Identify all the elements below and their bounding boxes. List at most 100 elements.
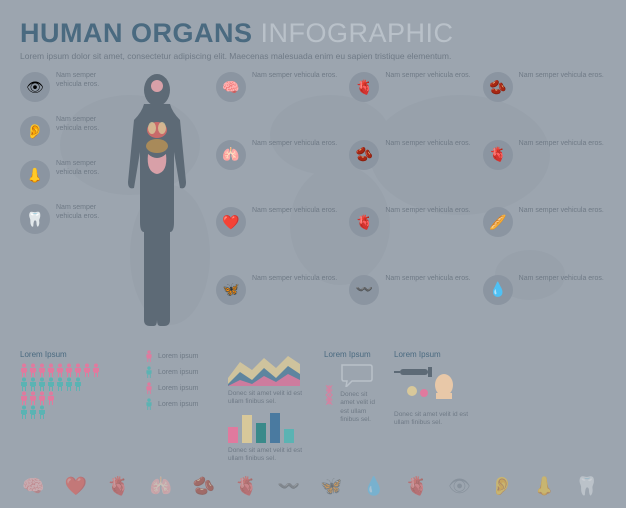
kidneys-icon: 🫘 xyxy=(349,140,379,170)
gallbladder-icon: 🫘 xyxy=(483,72,513,102)
organ-heart: ❤️ Nam semper vehicula eros. xyxy=(216,207,339,265)
organ-grid: 🧠 Nam semper vehicula eros.🫀 Nam semper … xyxy=(216,72,606,332)
bar xyxy=(284,429,294,443)
bar-chart-caption: Donec sit amet velit id est ullam finibu… xyxy=(228,447,310,464)
organ-text: Nam semper vehicula eros. xyxy=(519,140,604,149)
charts-block: Donec sit amet velit id est ullam finibu… xyxy=(228,350,310,464)
dna-block: Lorem Ipsum Donec sit amet velit id est … xyxy=(324,350,380,464)
ear-icon: 👂 xyxy=(20,116,50,146)
people-stats-title: Lorem Ipsum xyxy=(20,350,130,359)
syringe-caption: Donec sit amet velit id est ullam finibu… xyxy=(394,411,484,428)
organ-text: Nam semper vehicula eros. xyxy=(385,275,470,284)
header: HUMAN ORGANS INFOGRAPHIC Lorem ipsum dol… xyxy=(20,18,606,62)
stats-row: Lorem Ipsum ">Lorem ipsum">Lorem ipsum">… xyxy=(20,350,606,464)
organ-pancreas: 🥖 Nam semper vehicula eros. xyxy=(483,207,606,265)
organ-text: Nam semper vehicula eros. xyxy=(385,72,470,81)
page-title: HUMAN ORGANS INFOGRAPHIC xyxy=(20,18,454,49)
people-row xyxy=(20,405,130,419)
intestine-icon: 〰️ xyxy=(278,476,306,500)
tooth-icon: 🦷 xyxy=(20,204,50,234)
people-row xyxy=(20,377,130,391)
organ-text: Nam semper vehicula eros. xyxy=(252,72,337,81)
organ-text: Nam semper vehicula eros. xyxy=(252,275,337,284)
organ-text: Nam semper vehicula eros. xyxy=(252,140,337,149)
legend-item: ">Lorem ipsum xyxy=(144,398,214,410)
organ-text: Nam semper vehicula eros. xyxy=(56,116,108,134)
brain-icon: 🧠 xyxy=(22,476,50,500)
liver-icon: 🫀 xyxy=(349,207,379,237)
organ-bladder: 💧 Nam semper vehicula eros. xyxy=(483,275,606,333)
organ-thyroid: 🦋 Nam semper vehicula eros. xyxy=(216,275,339,333)
organ-liver: 🫀 Nam semper vehicula eros. xyxy=(349,207,472,265)
legend-item: ">Lorem ipsum xyxy=(144,366,214,378)
thyroid-icon: 🦋 xyxy=(216,275,246,305)
spleen-icon: 🫀 xyxy=(483,140,513,170)
kidneys-icon: 🫘 xyxy=(192,476,220,500)
syringe-block: Lorem Ipsum Donec sit amet velit id est … xyxy=(394,350,484,464)
brain-icon: 🧠 xyxy=(216,72,246,102)
organ-gallbladder: 🫘 Nam semper vehicula eros. xyxy=(483,72,606,130)
organ-text: Nam semper vehicula eros. xyxy=(56,72,108,90)
eye-icon: 👁 xyxy=(20,72,50,102)
heart-icon: ❤️ xyxy=(65,476,93,500)
legend-item: ">Lorem ipsum xyxy=(144,350,214,362)
subtitle: Lorem ipsum dolor sit amet, consectetur … xyxy=(20,51,606,62)
bladder-icon: 💧 xyxy=(483,275,513,305)
organ-kidneys: 🫘 Nam semper vehicula eros. xyxy=(349,140,472,198)
organ-lungs: 🫁 Nam semper vehicula eros. xyxy=(216,140,339,198)
organ-text: Nam semper vehicula eros. xyxy=(385,207,470,216)
organ-text: Nam semper vehicula eros. xyxy=(519,207,604,216)
spleen-icon: 🫀 xyxy=(405,476,433,500)
speech-bubble-icon xyxy=(340,363,374,387)
people-row xyxy=(20,391,130,405)
eye-icon: 👁 xyxy=(448,476,476,500)
tooth-icon: 🦷 xyxy=(576,476,604,500)
legend-item: ">Lorem ipsum xyxy=(144,382,214,394)
organ-text: Nam semper vehicula eros. xyxy=(56,160,108,178)
nose-icon: 👃 xyxy=(533,476,561,500)
organ-text: Nam semper vehicula eros. xyxy=(519,72,604,81)
stomach-icon: 🫀 xyxy=(349,72,379,102)
organ-eye: 👁 Nam semper vehicula eros. xyxy=(20,72,108,102)
organ-intestine: 〰️ Nam semper vehicula eros. xyxy=(349,275,472,333)
ear-icon: 👂 xyxy=(491,476,519,500)
organ-nose: 👃 Nam semper vehicula eros. xyxy=(20,160,108,190)
left-organ-column: 👁 Nam semper vehicula eros.👂 Nam semper … xyxy=(20,72,108,332)
people-stats: Lorem Ipsum xyxy=(20,350,130,464)
liver-icon: 🫀 xyxy=(235,476,263,500)
bottom-icon-row: 🧠 ❤️ 🫀 🫁 🫘 🫀 〰️ 🦋 💧 🫀 👁 👂 👃 🦷 xyxy=(20,476,606,500)
heart-icon: ❤️ xyxy=(216,207,246,237)
thyroid-icon: 🦋 xyxy=(320,476,348,500)
intestine-icon: 〰️ xyxy=(349,275,379,305)
body-silhouette-column xyxy=(114,72,210,332)
syringe-title: Lorem Ipsum xyxy=(394,350,484,359)
stomach-icon: 🫀 xyxy=(107,476,135,500)
organ-spleen: 🫀 Nam semper vehicula eros. xyxy=(483,140,606,198)
bar xyxy=(270,413,280,443)
lungs-icon: 🫁 xyxy=(216,140,246,170)
bar xyxy=(256,423,266,443)
organ-text: Nam semper vehicula eros. xyxy=(252,207,337,216)
infographic-root: HUMAN ORGANS INFOGRAPHIC Lorem ipsum dol… xyxy=(0,0,626,508)
organ-text: Nam semper vehicula eros. xyxy=(385,140,470,149)
dna-title: Lorem Ipsum xyxy=(324,350,380,359)
bladder-icon: 💧 xyxy=(363,476,391,500)
area-chart xyxy=(228,350,300,386)
organ-tooth: 🦷 Nam semper vehicula eros. xyxy=(20,204,108,234)
body-silhouette xyxy=(114,72,200,327)
area-chart-caption: Donec sit amet velit id est ullam finibu… xyxy=(228,390,310,407)
bar-chart xyxy=(228,411,300,443)
bar xyxy=(228,427,238,443)
nose-icon: 👃 xyxy=(20,160,50,190)
lungs-icon: 🫁 xyxy=(150,476,178,500)
bar xyxy=(242,415,252,443)
pancreas-icon: 🥖 xyxy=(483,207,513,237)
organ-stomach: 🫀 Nam semper vehicula eros. xyxy=(349,72,472,130)
dna-helix-icon xyxy=(324,363,334,427)
organ-text: Nam semper vehicula eros. xyxy=(56,204,108,222)
syringe-icon xyxy=(394,363,454,407)
legend-block: ">Lorem ipsum ">Lorem ipsum ">Lorem ipsum "… xyxy=(144,350,214,464)
organ-ear: 👂 Nam semper vehicula eros. xyxy=(20,116,108,146)
organ-brain: 🧠 Nam semper vehicula eros. xyxy=(216,72,339,130)
people-row xyxy=(20,363,130,377)
